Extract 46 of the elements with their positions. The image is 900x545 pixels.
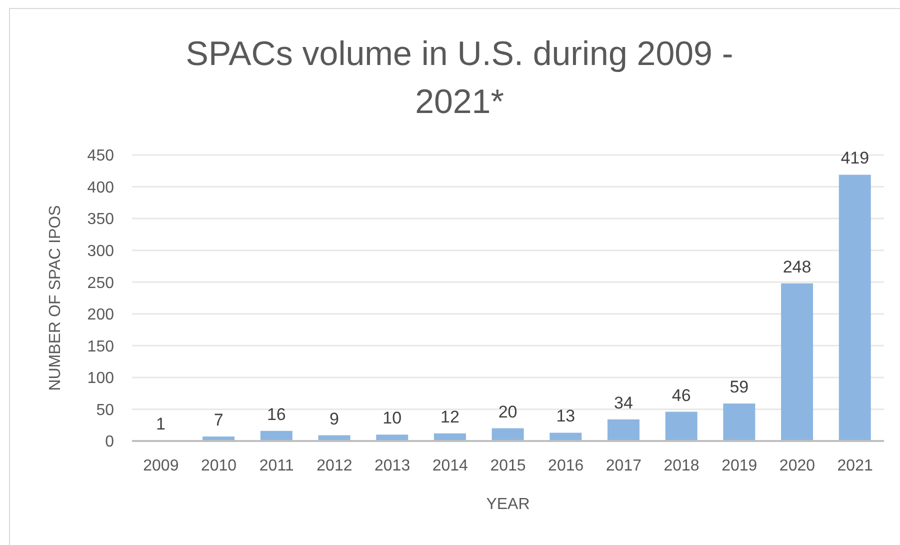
data-label: 12	[440, 407, 460, 426]
y-tick-label: 350	[87, 211, 114, 228]
y-tick-label: 450	[87, 148, 114, 165]
data-label: 1	[156, 414, 166, 434]
y-tick-label: 400	[87, 179, 114, 196]
data-label: 13	[556, 406, 576, 426]
x-tick-label: 2014	[432, 457, 468, 474]
chart-title: SPACs volume in U.S. during 2009 - 2021*	[184, 34, 734, 123]
x-tick-label: 2015	[490, 457, 526, 474]
data-label: 7	[214, 410, 224, 430]
data-label: 248	[782, 257, 812, 276]
bar	[781, 283, 814, 441]
x-tick-label: 2018	[664, 457, 700, 474]
x-tick-label: 2013	[374, 457, 410, 474]
y-tick-label: 100	[87, 370, 114, 388]
data-label: 9	[330, 409, 339, 428]
x-tick-label: 2019	[722, 457, 758, 474]
bar	[838, 174, 871, 441]
x-axis-title: YEAR	[486, 496, 530, 513]
data-label: 59	[730, 378, 749, 396]
x-tick-label: 2016	[548, 457, 584, 474]
bar	[665, 412, 698, 441]
data-label: 16	[266, 404, 286, 424]
x-tick-label: 2010	[200, 457, 237, 474]
data-label: 20	[498, 402, 518, 422]
x-tick-label: 2009	[143, 457, 179, 474]
bar	[492, 428, 524, 441]
x-tick-label: 2020	[779, 457, 816, 474]
y-tick-label: 250	[87, 274, 114, 292]
x-tick-label: 2012	[316, 457, 352, 474]
y-tick-label: 300	[87, 243, 114, 260]
data-label: 419	[840, 148, 870, 168]
bar	[723, 404, 756, 441]
x-tick-label: 2021	[837, 457, 873, 474]
y-axis-title: NUMBER OF SPAC IPOS	[46, 205, 64, 391]
y-tick-label: 0	[105, 434, 114, 451]
x-tick-label: 2011	[259, 457, 294, 474]
data-label: 34	[614, 393, 633, 412]
y-tick-label: 200	[87, 306, 114, 324]
y-tick-label: 50	[96, 402, 114, 419]
y-tick-label: 150	[87, 338, 114, 356]
bar	[607, 419, 640, 441]
x-tick-label: 2017	[606, 457, 642, 474]
bar	[550, 432, 582, 441]
data-label: 46	[672, 386, 691, 405]
data-label: 10	[382, 408, 402, 428]
